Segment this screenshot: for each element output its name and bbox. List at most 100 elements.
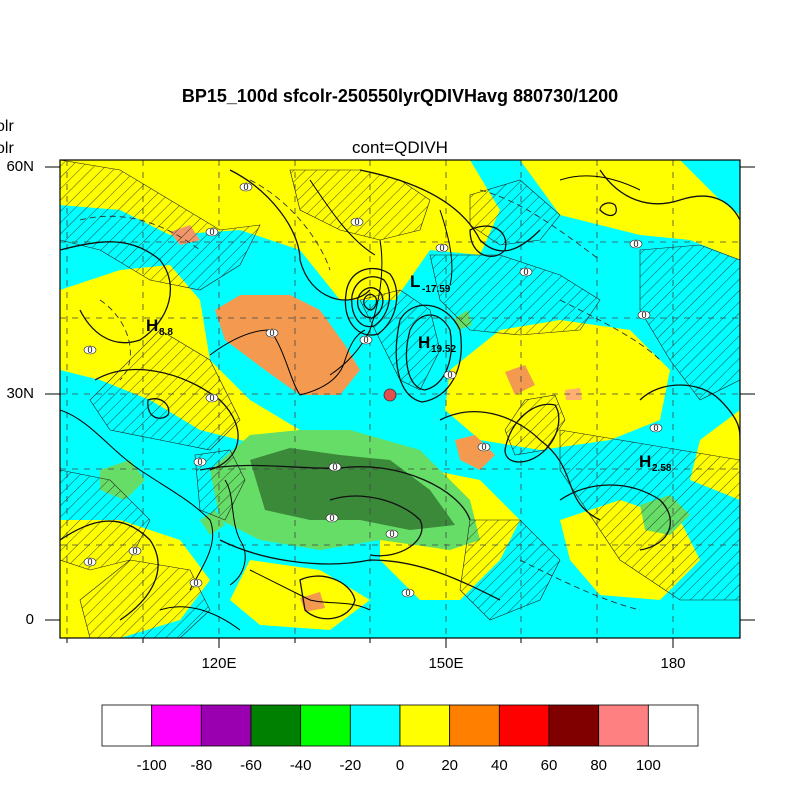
contour-label: 0: [205, 227, 219, 237]
longitude-label: 150E: [428, 655, 464, 672]
left-edge-label: olr: [0, 140, 14, 157]
contour-label: 0: [83, 345, 97, 355]
svg-text:0: 0: [523, 267, 528, 277]
svg-text:0: 0: [329, 513, 334, 523]
colorbar-level-label: 100: [635, 757, 661, 774]
colorbar-level-label: -20: [339, 757, 362, 774]
svg-text:H: H: [418, 333, 430, 352]
plot-title: BP15_100d sfcolr-250550lyrQDIVHavg 88073…: [181, 86, 619, 106]
svg-text:0: 0: [209, 227, 214, 237]
colorbar-level-label: 0: [395, 757, 405, 774]
coastlines: [60, 175, 641, 631]
contour-label: 0: [629, 239, 643, 249]
colorbar-swatch: [349, 704, 401, 747]
contour-label-text: 0: [243, 182, 248, 192]
contour-label: 0: [401, 588, 415, 598]
colorbar-level-label: 40: [490, 757, 508, 774]
colorbar-swatch: [498, 704, 550, 747]
svg-text:0: 0: [653, 423, 658, 433]
dashed-contour-lines: [79, 179, 661, 611]
contour-label: 0: [265, 328, 279, 338]
svg-text:0: 0: [197, 457, 202, 467]
shaded-field: [60, 160, 740, 638]
axis-ticks: [45, 166, 755, 648]
colorbar-level-label: 20: [441, 757, 458, 774]
marker-dot: [383, 388, 397, 402]
shade-orange: [565, 388, 582, 400]
colorbar-level-label: -40: [289, 757, 312, 774]
shade-orange: [455, 435, 495, 470]
svg-text:H: H: [146, 316, 158, 335]
svg-text:19.52: 19.52: [431, 344, 456, 355]
hatched-regions: [60, 160, 740, 638]
high-center-label: H 8.8: [146, 316, 173, 338]
lat-lon-grid: [60, 160, 740, 638]
colorbar-swatch: [200, 704, 252, 747]
latitude-label: 60N: [6, 158, 34, 175]
colorbar-swatch: [151, 704, 202, 747]
high-center-label: H 2.58: [639, 452, 672, 474]
contour-label: 0: [637, 310, 651, 320]
shade-yellow: [520, 160, 740, 260]
contour-label: 0: [385, 529, 399, 539]
shade-orange: [215, 295, 360, 395]
colorbar-swatch: [647, 704, 699, 747]
longitude-label: 120E: [201, 655, 237, 672]
contour-label: 0: [435, 243, 449, 253]
colorbar-swatch: [449, 704, 500, 747]
svg-text:0: 0: [332, 462, 337, 472]
low-center-label: L -17.59: [410, 272, 451, 295]
shade-dark-green: [250, 448, 455, 530]
svg-text:0: 0: [405, 588, 410, 598]
contour-label: 0: [328, 462, 342, 472]
svg-text:8.8: 8.8: [159, 327, 173, 338]
colorbar-level-label: -100: [136, 757, 167, 774]
colorbar-swatch: [399, 704, 451, 747]
colorbar-level-label: -80: [190, 757, 213, 774]
contour-label: 0: [239, 182, 253, 192]
colorbar-swatch: [598, 704, 649, 747]
svg-text:0: 0: [209, 393, 214, 403]
high-center-label: H 19.52: [418, 333, 456, 355]
svg-text:0: 0: [389, 529, 394, 539]
pressure-center-labels: H 8.8 L -17.59 H 19.52 H 2.58: [146, 272, 672, 474]
contour-label: 0: [477, 442, 491, 452]
plot-subtitle: cont=QDIVH: [352, 138, 448, 157]
svg-text:2.58: 2.58: [652, 463, 672, 474]
map-frame: [59, 159, 741, 639]
contour-label: 0: [443, 370, 457, 380]
colorbar-swatch: [101, 704, 153, 747]
colorbar-level-label: -60: [240, 757, 262, 774]
svg-text:0: 0: [641, 310, 646, 320]
contour-label: 0: [128, 546, 142, 556]
shade-orange: [300, 592, 325, 612]
contour-label: 0: [189, 578, 203, 588]
colorbar-swatch: [300, 704, 351, 747]
contour-label: 0: [359, 335, 373, 345]
svg-text:0: 0: [87, 557, 92, 567]
svg-text:0: 0: [363, 335, 368, 345]
colorbar-level-label: 80: [590, 757, 607, 774]
colorbar-level-label: 60: [540, 757, 558, 774]
svg-text:0: 0: [481, 442, 486, 452]
contour-label: 0: [193, 457, 207, 467]
svg-text:0: 0: [447, 370, 452, 380]
contour-label: 0: [649, 423, 663, 433]
svg-text:0: 0: [87, 345, 92, 355]
svg-text:0: 0: [633, 239, 638, 249]
colorbar-swatch: [548, 704, 600, 747]
contour-zero-labels: 0 0 0 0 0 0 0 0 0 0 0 0 0 0 0 0 0 0 0 0 …: [83, 182, 663, 598]
svg-text:L: L: [410, 272, 420, 291]
latitude-label: 0: [25, 611, 34, 628]
colorbar-swatch: [250, 704, 302, 747]
contour-label: 0: [83, 557, 97, 567]
svg-text:0: 0: [193, 578, 198, 588]
longitude-label: 180: [660, 655, 686, 672]
svg-text:0: 0: [132, 546, 137, 556]
shade-orange: [505, 365, 535, 395]
contour-label: 0: [325, 513, 339, 523]
shade-yellow: [445, 320, 670, 450]
svg-text:0: 0: [354, 217, 359, 227]
